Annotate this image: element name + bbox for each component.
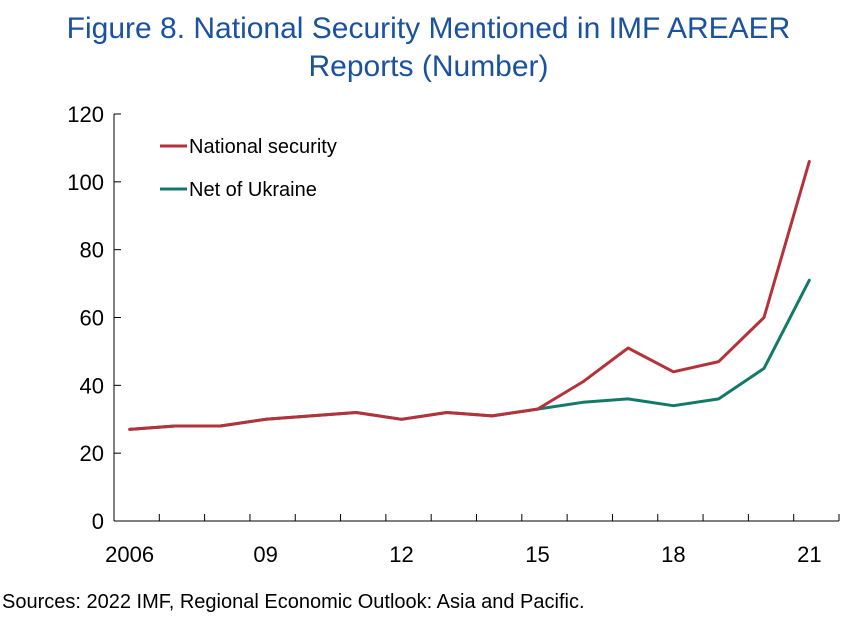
y-tick-label: 120: [67, 102, 104, 127]
x-tick-label: 2006: [105, 542, 154, 567]
legend-label-0: National security: [189, 136, 337, 158]
chart-legend: National security Net of Ukraine: [160, 136, 337, 201]
y-tick-label: 0: [92, 509, 104, 534]
x-tick-label: 09: [253, 542, 277, 567]
series-line-1: [128, 278, 811, 431]
x-tick-label: 18: [661, 542, 685, 567]
chart-title: Figure 8. National Security Mentioned in…: [0, 10, 857, 86]
chart-title-line-2: Reports (Number): [308, 50, 549, 83]
y-tick-label: 20: [80, 441, 104, 466]
y-tick-label: 80: [80, 238, 104, 263]
x-tick-label: 15: [525, 542, 549, 567]
chart-axes: 0 20 40 60 80 100 120 2006 09 12 15 18 21: [67, 102, 840, 567]
chart-title-line-1: Figure 8. National Security Mentioned in…: [66, 12, 791, 45]
x-tick-label: 21: [797, 542, 821, 567]
y-tick-label: 100: [67, 170, 104, 195]
series-line-0: [128, 160, 811, 431]
x-tick-label: 12: [389, 542, 413, 567]
source-note: Sources: 2022 IMF, Regional Economic Out…: [2, 591, 585, 613]
chart-series: [128, 160, 811, 431]
legend-label-1: Net of Ukraine: [189, 179, 317, 201]
y-tick-label: 40: [80, 373, 104, 398]
y-tick-label: 60: [80, 306, 104, 331]
